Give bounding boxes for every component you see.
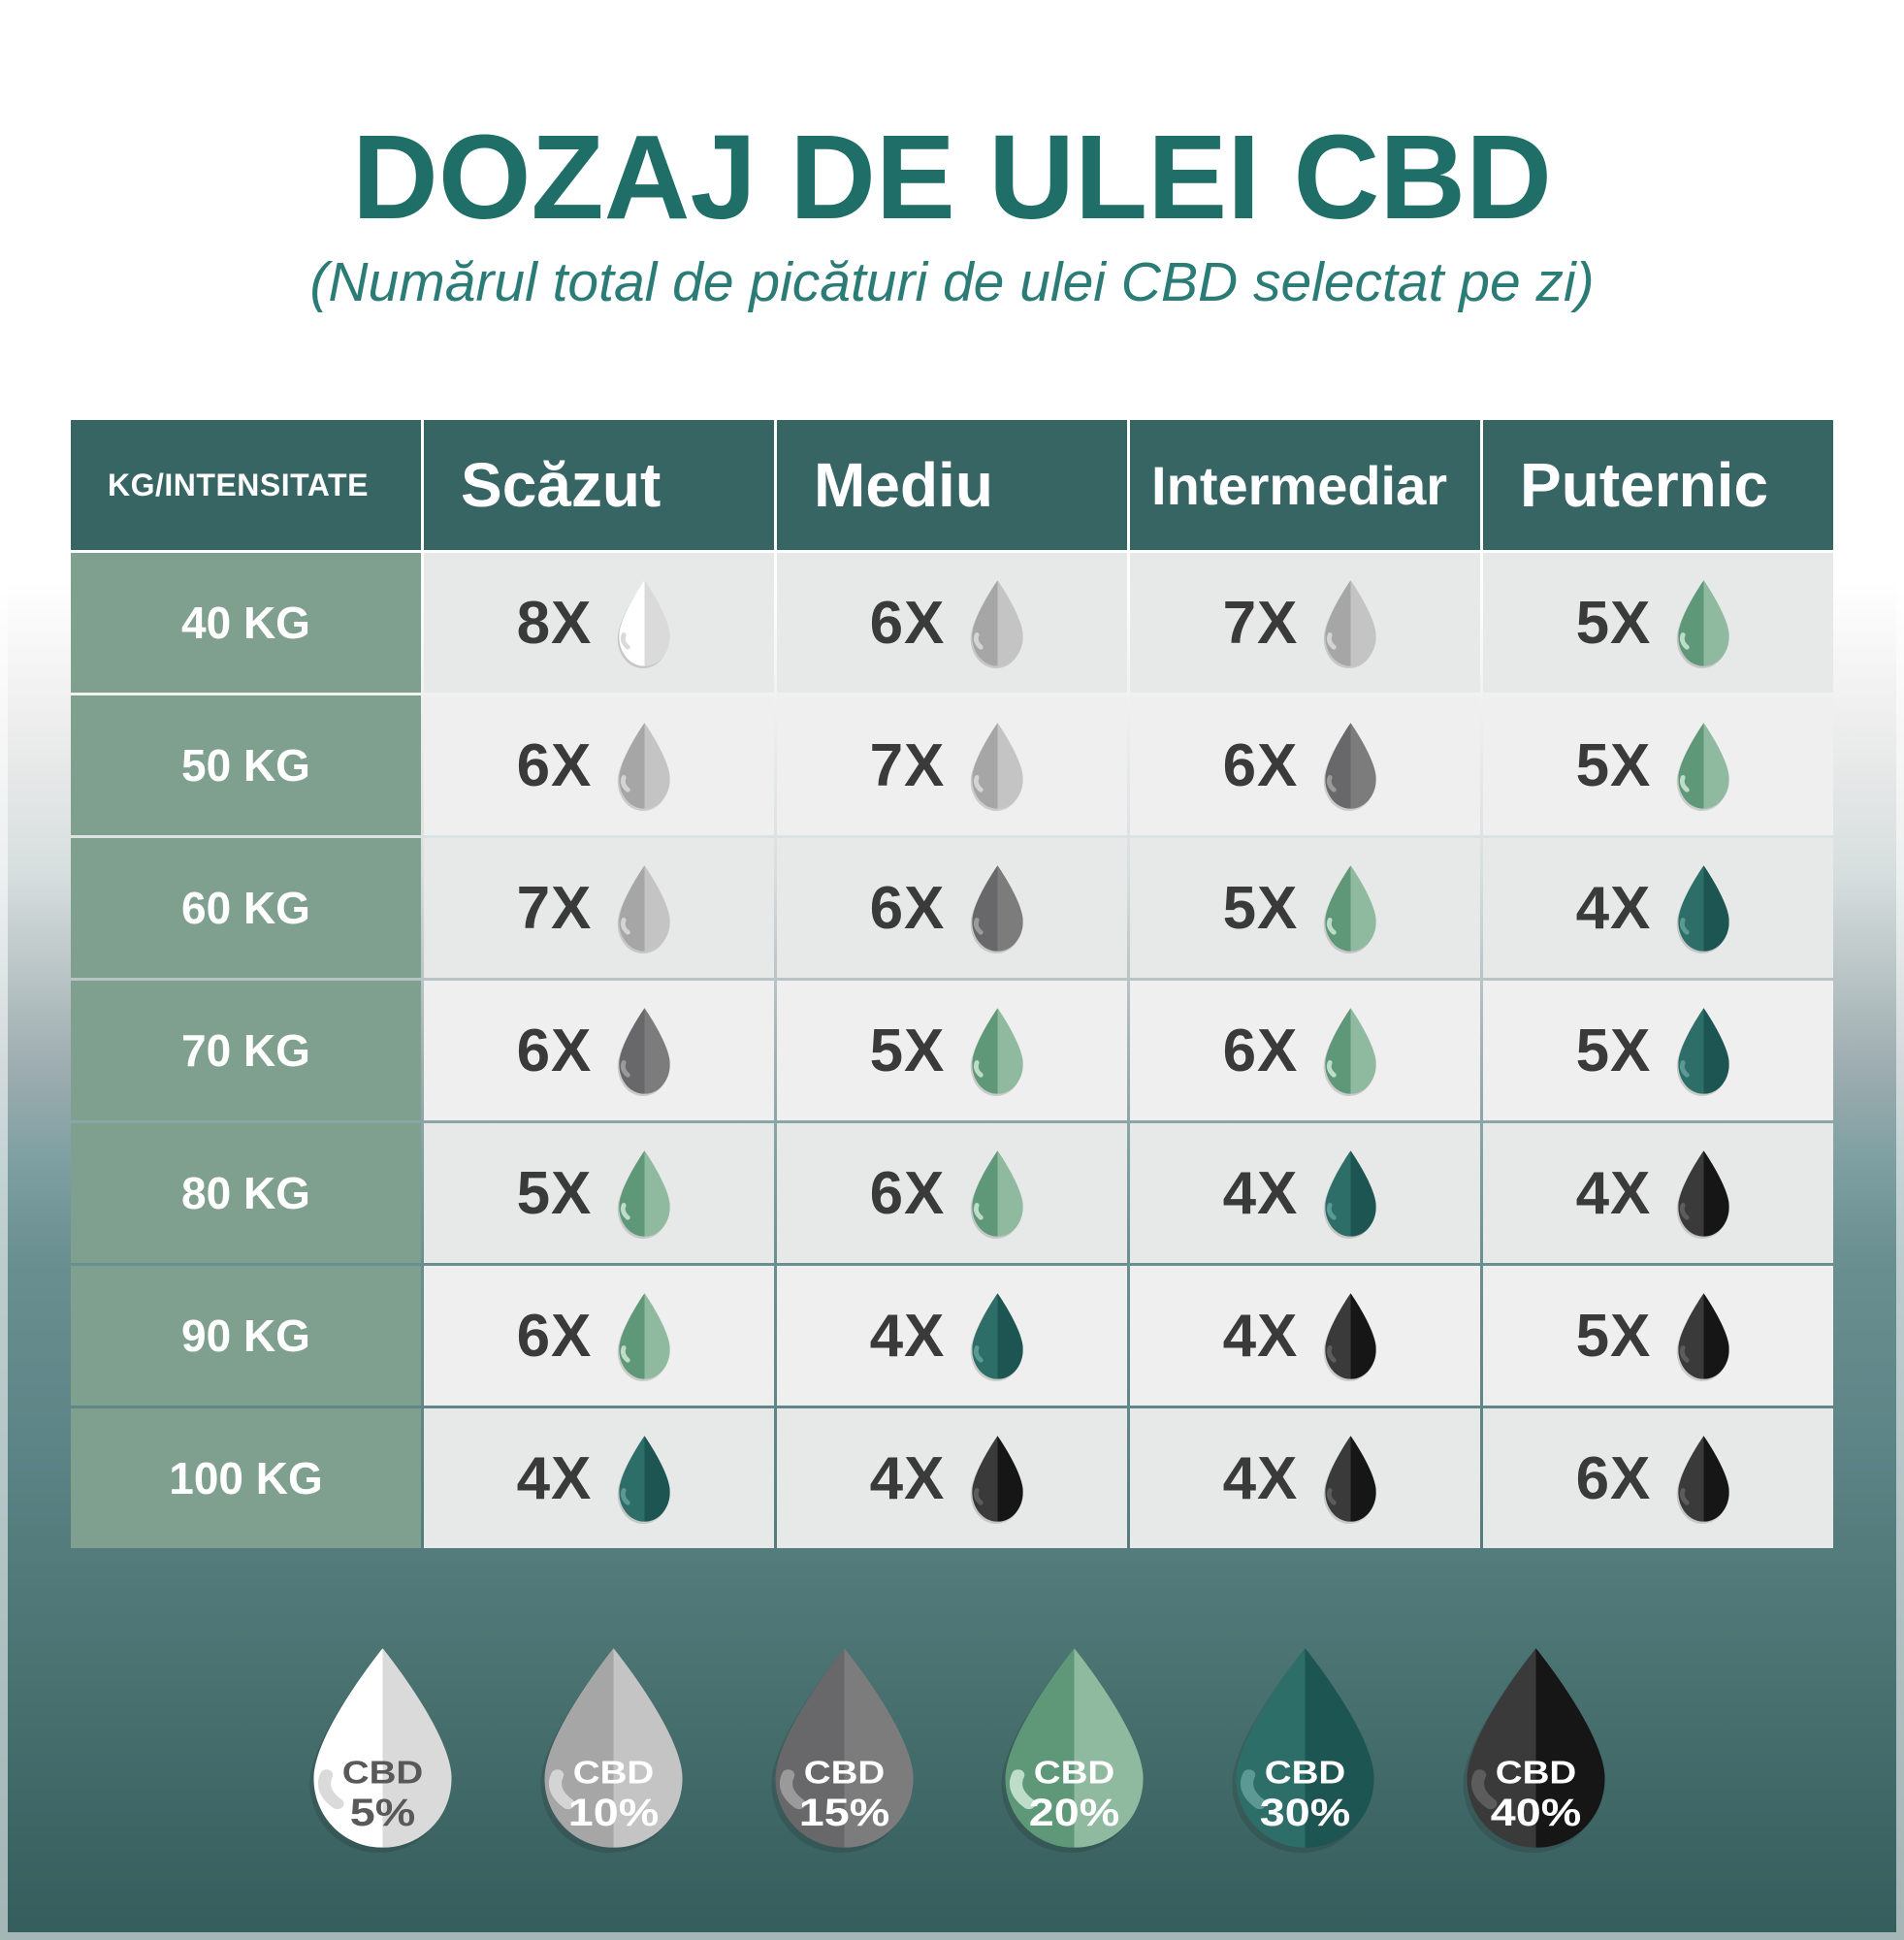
svg-text:CBD: CBD — [1034, 1754, 1115, 1791]
svg-text:40%: 40% — [1491, 1792, 1581, 1834]
svg-text:15%: 15% — [798, 1792, 888, 1834]
svg-text:5%: 5% — [350, 1792, 415, 1834]
svg-text:30%: 30% — [1260, 1792, 1350, 1834]
svg-text:10%: 10% — [568, 1792, 659, 1834]
svg-text:CBD: CBD — [1265, 1754, 1346, 1791]
svg-text:CBD: CBD — [1496, 1754, 1577, 1791]
svg-text:CBD: CBD — [342, 1754, 424, 1791]
svg-text:CBD: CBD — [573, 1754, 655, 1791]
svg-text:CBD: CBD — [803, 1754, 885, 1791]
svg-text:20%: 20% — [1029, 1792, 1119, 1834]
